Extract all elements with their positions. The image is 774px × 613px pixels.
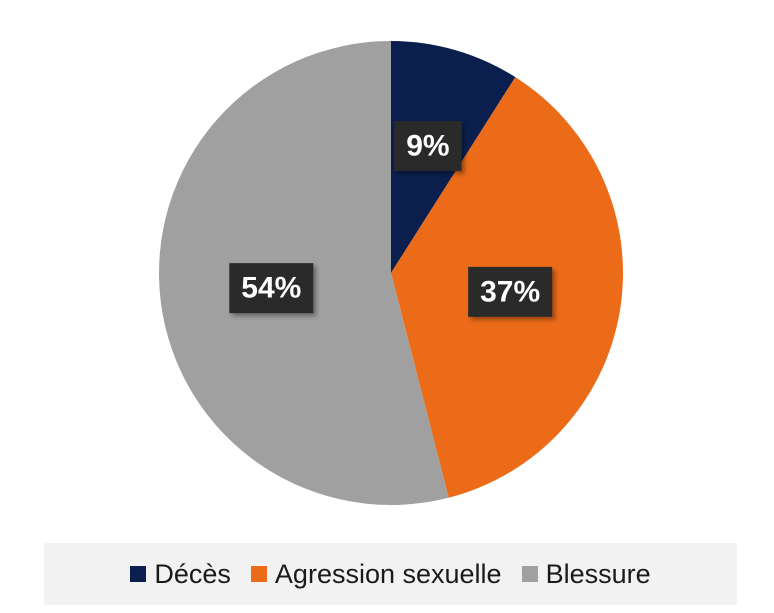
data-label-box-agression-sexuelle [468, 266, 553, 317]
data-label-agression-sexuelle: 37% [468, 266, 553, 317]
legend-item-agression-sexuelle: Agression sexuelle [250, 558, 502, 590]
legend-swatch-agression-sexuelle [250, 566, 267, 582]
legend-swatch-blessure [521, 566, 538, 582]
data-label-text-deces: 9% [406, 130, 449, 163]
data-label-deces: 9% [394, 121, 462, 172]
legend-label-blessure: Blessure [545, 558, 651, 589]
data-label-text-blessure: 54% [241, 272, 301, 305]
legend: Décès Agression sexuelle Blessure [44, 543, 737, 605]
data-label-box-blessure [229, 263, 314, 314]
legend-item-deces: Décès [130, 559, 231, 590]
data-label-text-agression-sexuelle: 37% [480, 275, 540, 308]
data-label-blessure: 54% [229, 263, 314, 314]
pie-data-labels: 9% 37% 54% [229, 121, 553, 317]
legend-item-blessure: Blessure [521, 558, 651, 590]
pie-slices [158, 41, 623, 506]
data-label-box-deces [394, 121, 462, 172]
legend-label-agression-sexuelle: Agression sexuelle [274, 558, 502, 589]
legend-swatch-deces [130, 566, 147, 582]
legend-label-deces: Décès [154, 558, 231, 589]
